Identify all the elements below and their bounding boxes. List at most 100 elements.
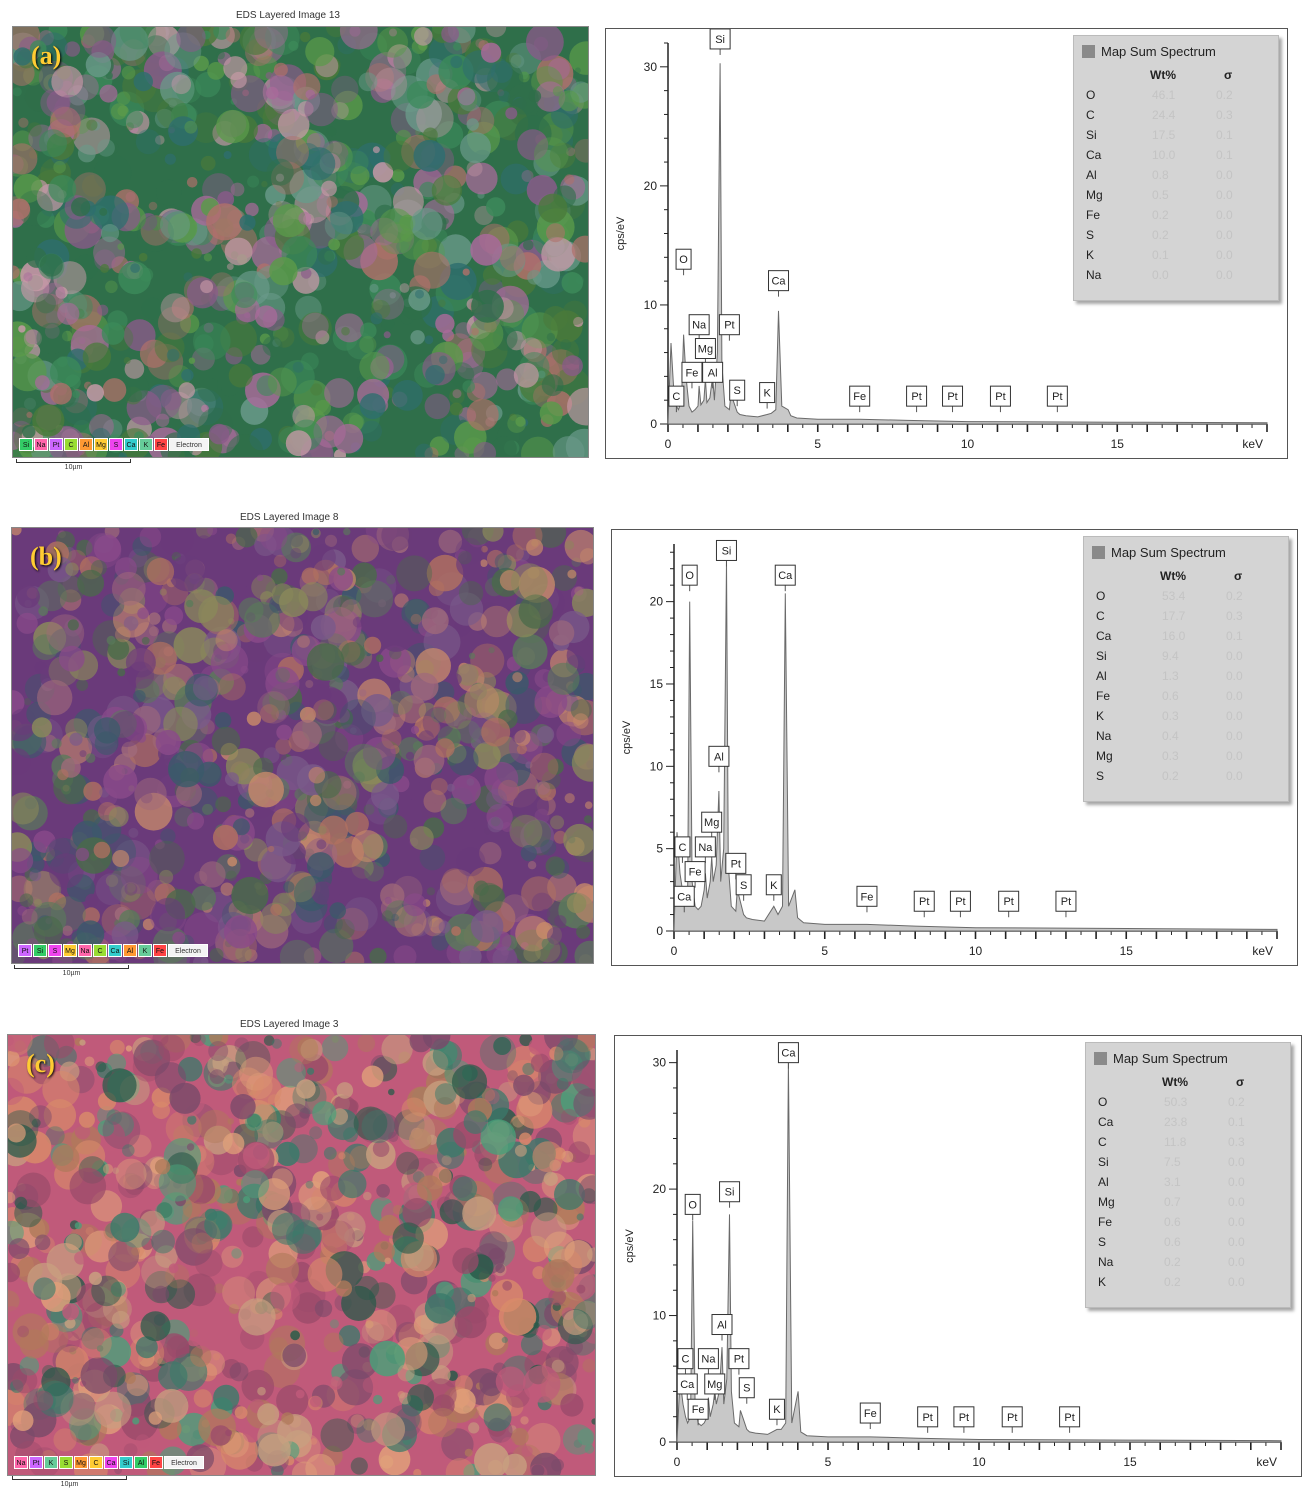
peak-label: Pt [949,890,971,918]
col-wt: Wt% [1150,68,1176,82]
texture-blob [108,142,119,154]
texture-blob [450,55,463,69]
texture-blob [530,752,559,782]
texture-blob [131,1246,140,1256]
texture-blob [425,365,445,385]
texture-blob [582,1358,595,1373]
scale-bar: 10µm [12,1476,127,1490]
texture-blob [207,1054,228,1076]
texture-blob [310,794,322,807]
texture-blob [36,210,55,228]
texture-blob [349,27,361,37]
texture-blob [321,1035,349,1062]
texture-blob [242,1142,270,1170]
texture-blob [251,574,276,600]
texture-blob [225,772,239,787]
texture-blob [391,536,409,553]
wt-value: 0.3 [1162,749,1179,763]
texture-blob [413,251,451,289]
texture-blob [275,1141,300,1166]
texture-blob [59,589,82,611]
texture-blob [324,534,338,547]
texture-blob [273,62,288,77]
texture-blob [25,329,41,345]
texture-blob [17,905,28,916]
texture-blob [364,636,382,654]
texture-blob [126,661,155,689]
texture-blob [228,363,253,388]
peak-box [759,382,776,404]
sigma-value: 0.1 [1226,629,1243,643]
texture-blob [512,634,548,670]
texture-blob [142,918,155,931]
texture-blob [108,806,129,827]
peak-box [913,890,935,912]
texture-blob [123,1372,136,1384]
texture-blob [310,1438,318,1445]
texture-blob [561,272,584,294]
texture-blob [307,852,334,880]
texture-blob [353,1106,388,1141]
texture-blob [449,592,484,626]
texture-blob [520,337,543,360]
texture-blob [184,912,221,949]
map-title: EDS Layered Image 3 [240,1019,339,1030]
texture-blob [230,182,245,197]
texture-blob [50,382,72,405]
map-sum-spectrum-table: Map Sum Spectrum Wt% σ O 50.3 0.2 Ca 23.8 0.1 C 11… [1085,1042,1291,1308]
texture-blob [461,819,476,833]
peak-text: Si [722,545,732,557]
sigma-value: 0.1 [1216,128,1233,142]
texture-blob [243,1196,251,1204]
texture-blob [168,1263,179,1274]
texture-blob [471,289,504,323]
peak-text: Al [717,1320,727,1332]
wt-value: 9.4 [1162,649,1179,663]
texture-blob [571,235,588,263]
texture-blob [48,837,71,859]
texture-blob [82,907,100,925]
texture-blob [481,717,511,747]
texture-blob [281,1412,294,1425]
texture-blob [462,1196,497,1231]
texture-blob [292,361,304,373]
y-axis-label: cps/eV [615,216,627,250]
texture-blob [195,535,213,554]
texture-blob [406,781,426,801]
texture-blob [484,761,519,796]
texture-blob [507,1070,518,1081]
element-chip: C [93,944,107,957]
texture-blob [355,1275,380,1301]
texture-blob [160,528,195,557]
texture-blob [530,1053,550,1073]
texture-blob [316,839,327,850]
wt-value: 7.5 [1164,1155,1181,1169]
texture-blob [358,72,378,92]
texture-blob [135,1336,158,1359]
texture-blob [52,1144,80,1172]
texture-blob [373,288,405,320]
texture-blob [115,626,131,643]
texture-blob [546,926,565,945]
texture-blob [486,549,505,568]
texture-blob [112,1167,119,1174]
texture-blob [225,1429,233,1437]
texture-blob [248,771,284,808]
texture-blob [42,282,66,305]
texture-blob [536,922,554,939]
texture-blob [191,248,202,259]
texture-blob [561,1108,578,1125]
texture-blob [435,121,464,149]
texture-blob [329,902,347,919]
texture-blob [99,207,108,216]
element-symbol: Mg [1086,188,1103,202]
texture-blob [397,1364,415,1382]
peak-label: O [681,564,698,592]
texture-blob [373,1394,383,1405]
texture-blob [333,90,363,121]
texture-blob [324,250,336,262]
texture-blob [88,1271,102,1285]
texture-blob [82,342,112,371]
texture-blob [43,1035,75,1059]
wt-value: 0.6 [1164,1215,1181,1229]
